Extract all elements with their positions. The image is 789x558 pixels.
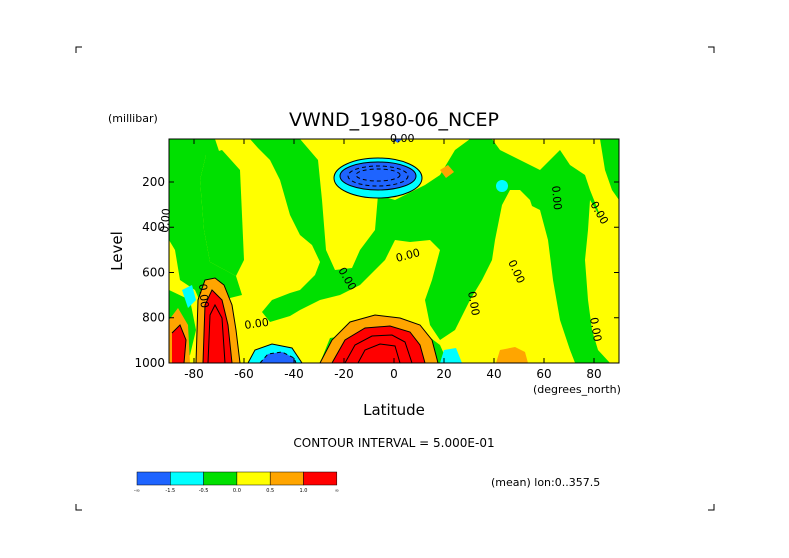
x-units-label: (degrees_north) xyxy=(533,383,621,396)
region-neg-far-left-top xyxy=(169,139,242,320)
colorbar-label: 0.5 xyxy=(266,488,274,494)
colorbar-swatch xyxy=(303,471,338,486)
colorbar-label: ∞ xyxy=(335,488,339,494)
contour-label: 0.00 xyxy=(549,185,564,211)
x-axis-label: Latitude xyxy=(363,401,425,419)
region-red-far-left xyxy=(172,325,186,363)
region-neg-band-left xyxy=(200,150,244,276)
contour-label: 0.00 xyxy=(244,316,270,332)
region-red-low-left xyxy=(203,290,232,363)
region-orange-patch-right xyxy=(496,347,528,363)
contour-label: 0.00 xyxy=(196,283,211,309)
colorbar-label: -0.5 xyxy=(199,488,209,494)
x-axis-ticks: -80 -60 -40 -20 0 20 40 60 80 xyxy=(184,139,602,381)
y-tick-label: 400 xyxy=(142,220,165,234)
contour-label: 0.00 xyxy=(587,316,604,342)
x-tick-label: 20 xyxy=(436,367,451,381)
x-tick-label: 60 xyxy=(536,367,551,381)
crop-marks xyxy=(75,46,715,511)
colorbar: -∞ -1.5 -0.5 0.0 0.5 1.0 ∞ xyxy=(134,471,339,494)
colorbar-swatch xyxy=(269,471,304,486)
colorbar-swatch xyxy=(236,471,271,486)
contour-label: 0.00 xyxy=(394,246,421,265)
contour-label: 0.00 xyxy=(390,132,415,145)
region-orange-small-right xyxy=(440,165,454,178)
y-tick-label: 800 xyxy=(142,311,165,325)
crop-mark-bottom-right xyxy=(708,504,715,511)
x-tick-label: -80 xyxy=(184,367,204,381)
y-tick-label: 1000 xyxy=(134,356,165,370)
region-pos-far-right-lower xyxy=(585,200,619,363)
region-pos-right-band xyxy=(518,200,575,363)
x-tick-label: 0 xyxy=(390,367,398,381)
colorbar-label: -∞ xyxy=(134,488,140,494)
contour-lines xyxy=(171,157,439,363)
contour-interval-text: CONTOUR INTERVAL = 5.000E-01 xyxy=(293,436,494,450)
crop-mark-top-right xyxy=(708,46,715,53)
plot-area xyxy=(169,139,619,363)
colorbar-label: 1.0 xyxy=(300,488,308,494)
x-tick-label: -40 xyxy=(284,367,304,381)
region-neg-center-and-right xyxy=(250,139,619,363)
chart-title: VWND_1980-06_NCEP xyxy=(289,109,499,131)
x-tick-label: 80 xyxy=(586,367,601,381)
footer-text: (mean) lon:0..357.5 xyxy=(491,476,600,489)
colorbar-swatch xyxy=(136,471,171,486)
colorbar-label: -1.5 xyxy=(165,488,175,494)
y-tick-label: 600 xyxy=(142,265,165,279)
region-pos-far-right-top xyxy=(555,139,619,260)
contour-label: 0.00 xyxy=(465,290,482,316)
y-axis-ticks: 200 400 600 800 1000 xyxy=(134,175,619,370)
x-tick-label: -60 xyxy=(234,367,254,381)
x-tick-label: 40 xyxy=(486,367,501,381)
colorbar-label: 0.0 xyxy=(233,488,241,494)
region-cyan-small-right xyxy=(496,180,508,192)
region-cyan-far-left xyxy=(182,285,196,308)
region-cyan-low-center-right xyxy=(440,348,462,363)
colorbar-swatch xyxy=(170,471,204,486)
colorbar-swatch xyxy=(203,471,238,486)
y-tick-label: 200 xyxy=(142,175,165,189)
y-axis-label: Level xyxy=(108,231,126,271)
crop-mark-top-left xyxy=(75,46,82,53)
y-units-label: (millibar) xyxy=(108,112,158,125)
region-upper-tropical-minimum xyxy=(340,162,416,190)
crop-mark-bottom-left xyxy=(75,504,82,511)
x-tick-label: -20 xyxy=(334,367,354,381)
